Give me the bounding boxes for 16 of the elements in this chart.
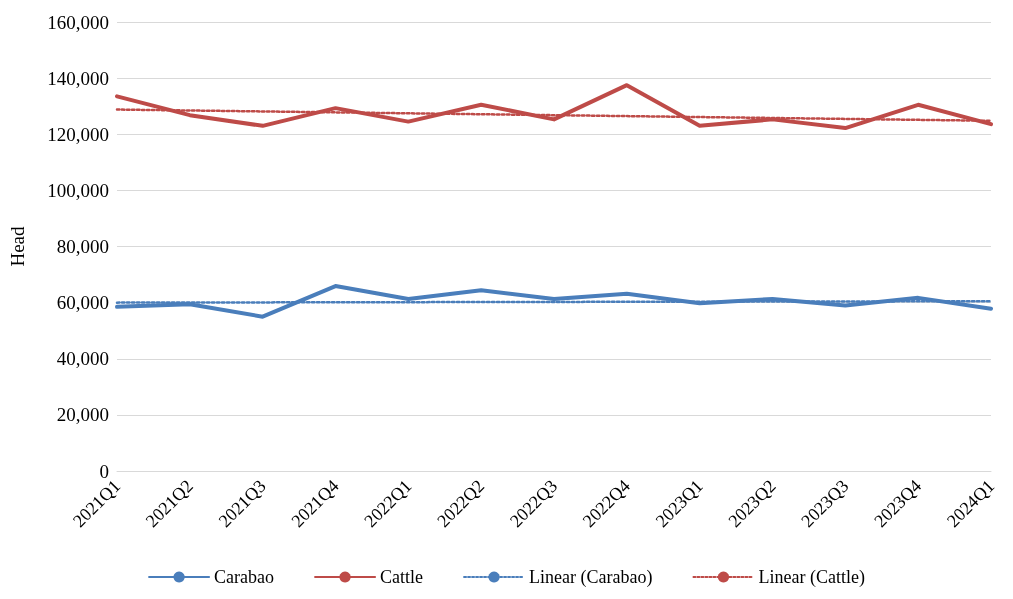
- line-series: [115, 83, 993, 131]
- y-tick-label: 140,000: [47, 67, 109, 89]
- y-tick-label: 20,000: [56, 404, 109, 426]
- legend-label: Linear (Carabao): [529, 567, 653, 588]
- y-tick-label: 60,000: [56, 292, 109, 314]
- line-series: [115, 284, 993, 319]
- legend-label: Carabao: [214, 567, 275, 587]
- legend-label: Linear (Cattle): [758, 567, 865, 588]
- y-tick-label: 40,000: [56, 348, 109, 370]
- y-tick-label: 120,000: [47, 123, 109, 145]
- y-tick-label: 0: [99, 460, 109, 482]
- y-tick-label: 100,000: [47, 179, 109, 201]
- y-tick-label: 80,000: [56, 236, 109, 257]
- y-axis-title: Head: [7, 225, 28, 267]
- legend-label: Cattle: [380, 567, 424, 587]
- y-tick-label: 160,000: [47, 11, 109, 33]
